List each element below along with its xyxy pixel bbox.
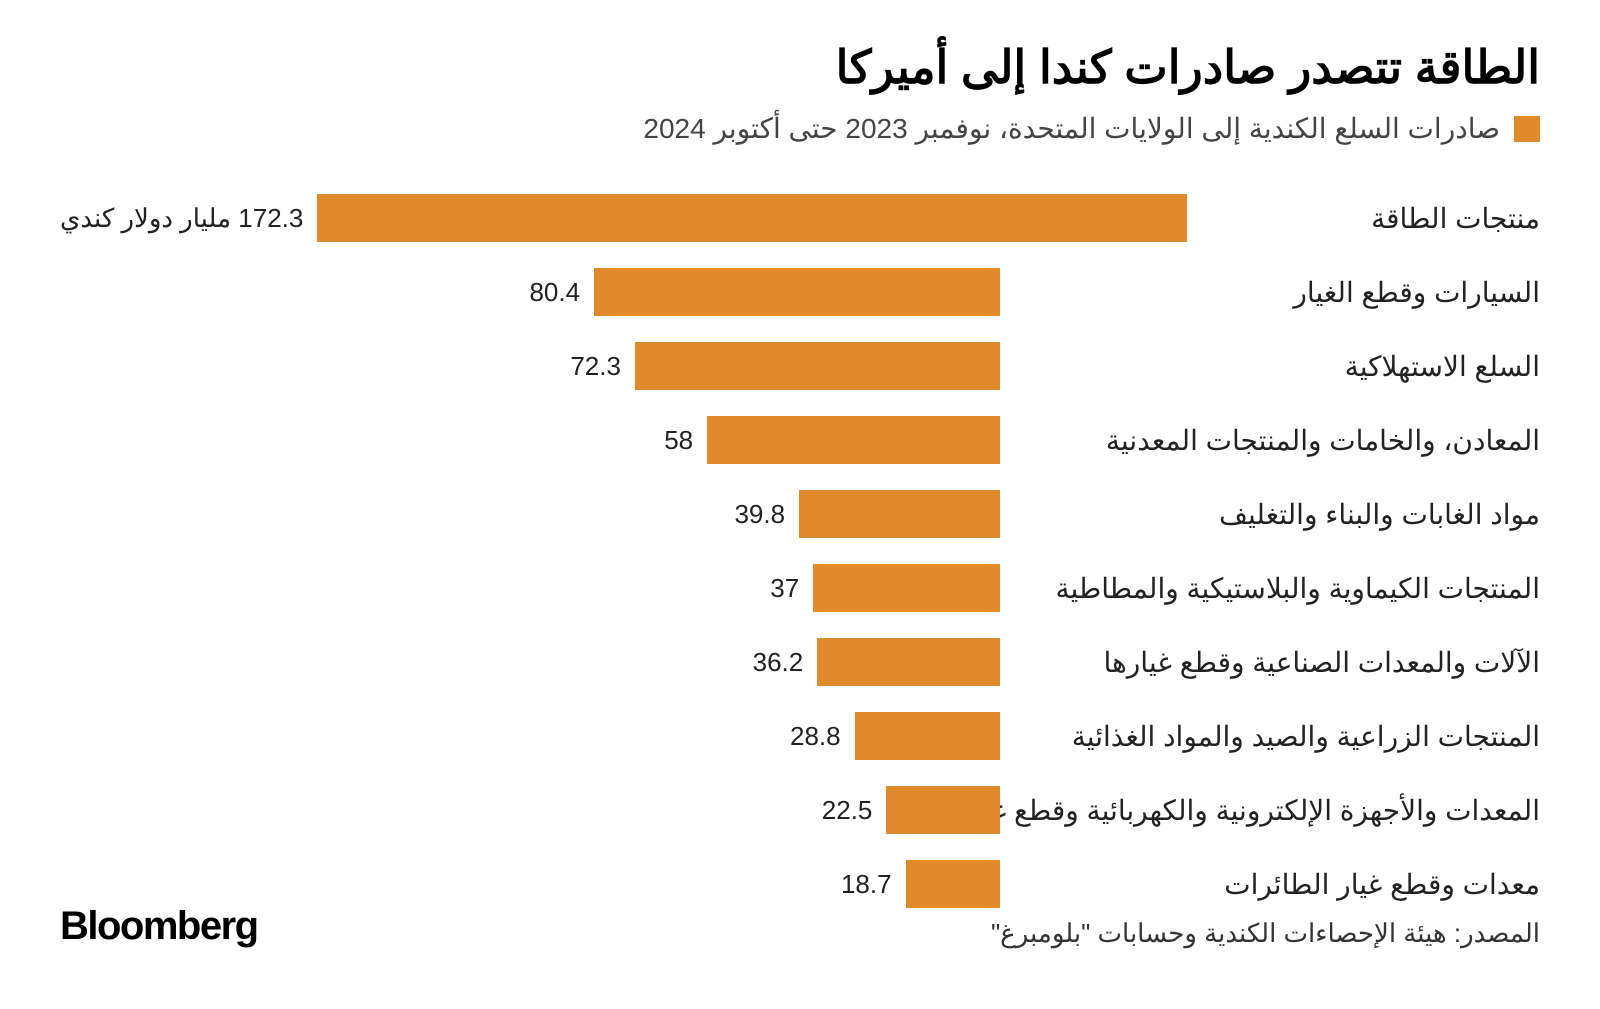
bar-area: 28.8 [60, 703, 1000, 769]
category-label: المنتجات الكيماوية والبلاستيكية والمطاطي… [1000, 572, 1540, 605]
bar [906, 860, 1000, 908]
bar-area: 36.2 [60, 629, 1000, 695]
chart-row: المنتجات الزراعية والصيد والمواد الغذائي… [60, 703, 1540, 769]
bar [317, 194, 1187, 242]
category-label: المعادن، والخامات والمنتجات المعدنية [1000, 424, 1540, 457]
category-label: السيارات وقطع الغيار [1000, 276, 1540, 309]
chart-row: السيارات وقطع الغيار 80.4 [60, 259, 1540, 325]
chart-row: المعادن، والخامات والمنتجات المعدنية 58 [60, 407, 1540, 473]
chart-row: المنتجات الكيماوية والبلاستيكية والمطاطي… [60, 555, 1540, 621]
bar-chart: منتجات الطاقة 172.3 مليار دولار كندي السيا… [60, 185, 1540, 917]
chart-row: الآلات والمعدات الصناعية وقطع غيارها 36.2 [60, 629, 1540, 695]
category-label: منتجات الطاقة [1187, 202, 1540, 235]
bar [707, 416, 1000, 464]
chart-title: الطاقة تتصدر صادرات كندا إلى أميركا [60, 40, 1540, 94]
value-label: 22.5 [822, 795, 887, 826]
value-label: 80.4 [529, 277, 594, 308]
value-label: 39.8 [734, 499, 799, 530]
value-label: 18.7 [841, 869, 906, 900]
value-label: 72.3 [570, 351, 635, 382]
category-label: المعدات والأجهزة الإلكترونية والكهربائية… [1000, 794, 1540, 827]
chart-row: المعدات والأجهزة الإلكترونية والكهربائية… [60, 777, 1540, 843]
source-text: المصدر: هيئة الإحصاءات الكندية وحسابات "… [991, 918, 1540, 949]
bar [799, 490, 1000, 538]
category-label: الآلات والمعدات الصناعية وقطع غيارها [1000, 646, 1540, 679]
value-label: 28.8 [790, 721, 855, 752]
chart-row: مواد الغابات والبناء والتغليف 39.8 [60, 481, 1540, 547]
bar [594, 268, 1000, 316]
bar [855, 712, 1000, 760]
brand-logo: Bloomberg [60, 904, 258, 949]
value-label: 37 [770, 573, 813, 604]
chart-row: منتجات الطاقة 172.3 مليار دولار كندي [60, 185, 1540, 251]
bar-area: 72.3 [60, 333, 1000, 399]
bar [817, 638, 1000, 686]
bar-area: 80.4 [60, 259, 1000, 325]
category-label: مواد الغابات والبناء والتغليف [1000, 498, 1540, 531]
legend: صادرات السلع الكندية إلى الولايات المتحد… [60, 112, 1540, 145]
bar-area: 172.3 مليار دولار كندي [60, 185, 1187, 251]
bar [635, 342, 1000, 390]
bar-area: 22.5 [60, 777, 1000, 843]
chart-row: السلع الاستهلاكية 72.3 [60, 333, 1540, 399]
bar [886, 786, 1000, 834]
category-label: المنتجات الزراعية والصيد والمواد الغذائي… [1000, 720, 1540, 753]
bar-area: 39.8 [60, 481, 1000, 547]
footer: المصدر: هيئة الإحصاءات الكندية وحسابات "… [60, 904, 1540, 949]
value-label: 36.2 [753, 647, 818, 678]
category-label: السلع الاستهلاكية [1000, 350, 1540, 383]
bar [813, 564, 1000, 612]
category-label: معدات وقطع غيار الطائرات [1000, 868, 1540, 901]
bar-area: 37 [60, 555, 1000, 621]
value-label: 172.3 مليار دولار كندي [60, 203, 317, 234]
value-label: 58 [664, 425, 707, 456]
legend-swatch [1514, 116, 1540, 142]
bar-area: 58 [60, 407, 1000, 473]
legend-label: صادرات السلع الكندية إلى الولايات المتحد… [643, 112, 1500, 145]
